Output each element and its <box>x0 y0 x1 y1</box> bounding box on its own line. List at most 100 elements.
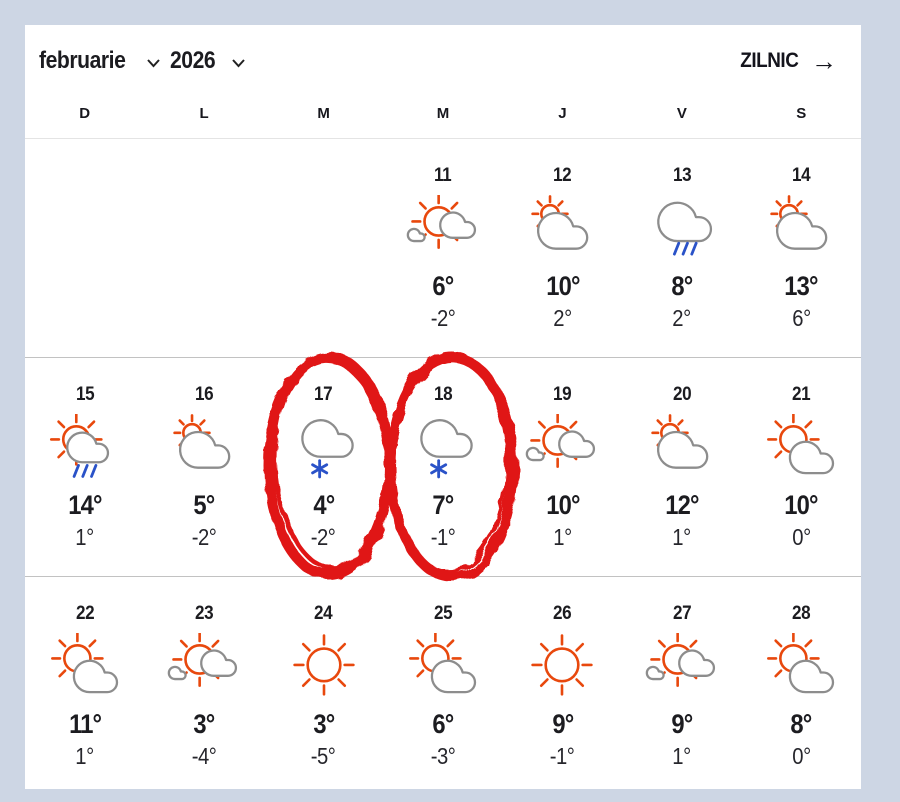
day-cell[interactable]: 25 6° -3° <box>383 577 502 795</box>
weather-calendar-panel: februarie 2026 ZILNIC → D L M M J V S 11 <box>25 25 861 789</box>
high-temp: 7° <box>432 490 455 520</box>
high-temp: 10° <box>545 271 580 301</box>
weather-icon <box>764 633 838 699</box>
high-temp: 10° <box>784 490 819 520</box>
high-temp: 10° <box>545 490 580 520</box>
day-number: 21 <box>792 384 811 405</box>
low-temp: 1° <box>75 743 94 769</box>
low-temp: -1° <box>430 524 456 550</box>
day-cell-circled[interactable]: 17 4° -2° <box>264 358 383 576</box>
weather-icon <box>167 414 241 480</box>
weather-icon <box>645 633 719 699</box>
day-cell[interactable]: 28 8° 0° <box>742 577 861 795</box>
high-temp: 14° <box>68 490 102 520</box>
day-cell[interactable]: 19 10° 1° <box>503 358 622 576</box>
low-temp: -4° <box>191 743 217 769</box>
weather-icon <box>48 633 122 699</box>
weekday-header-row: D L M M J V S <box>25 105 861 139</box>
high-temp: 5° <box>193 490 216 520</box>
day-number: 12 <box>553 165 572 186</box>
low-temp: -3° <box>430 743 456 769</box>
day-number: 28 <box>792 603 811 624</box>
day-cell[interactable]: 12 10° 2° <box>503 139 622 357</box>
day-cell[interactable]: 27 9° 1° <box>622 577 741 795</box>
weather-icon <box>525 633 599 699</box>
high-temp: 6° <box>432 709 455 739</box>
day-number: 20 <box>672 384 692 405</box>
low-temp: 0° <box>792 743 811 769</box>
low-temp: 1° <box>672 524 692 550</box>
day-number: 16 <box>195 384 214 405</box>
day-number: 26 <box>553 603 572 624</box>
weekday-label-wednesday: M <box>436 105 450 122</box>
day-number: 11 <box>434 165 452 186</box>
week-row: 15 14° 1° 16 5° -2° 17 4° -2° 18 7° -1° … <box>25 357 861 576</box>
weekday-label-saturday: S <box>796 105 807 122</box>
month-dropdown[interactable]: februarie <box>39 47 126 74</box>
low-temp: -2° <box>311 524 336 550</box>
day-cell-empty <box>25 139 144 357</box>
day-cell[interactable]: 11 6° -2° <box>383 139 502 357</box>
day-cell[interactable]: 23 3° -4° <box>144 577 263 795</box>
high-temp: 8° <box>790 709 813 739</box>
low-temp: -5° <box>311 743 336 769</box>
chevron-down-icon[interactable] <box>146 58 161 68</box>
daily-forecast-link[interactable]: ZILNIC → <box>737 48 837 74</box>
day-cell[interactable]: 14 13° 6° <box>742 139 861 357</box>
day-cell[interactable]: 21 10° 0° <box>742 358 861 576</box>
week-row: 22 11° 1° 23 3° -4° 24 3° -5° 25 6° -3° … <box>25 576 861 795</box>
weather-icon <box>764 195 838 261</box>
high-temp: 11° <box>68 709 102 739</box>
day-number: 15 <box>75 384 95 405</box>
day-number: 23 <box>195 603 214 624</box>
day-number: 22 <box>75 603 95 624</box>
chevron-down-icon[interactable] <box>231 58 246 68</box>
weather-icon <box>167 633 241 699</box>
day-cell[interactable]: 13 8° 2° <box>622 139 741 357</box>
day-cell[interactable]: 22 11° 1° <box>25 577 144 795</box>
low-temp: 2° <box>553 305 572 331</box>
day-number: 24 <box>314 603 333 624</box>
day-cell[interactable]: 24 3° -5° <box>264 577 383 795</box>
low-temp: 1° <box>672 743 692 769</box>
weather-icon <box>406 414 480 480</box>
high-temp: 4° <box>313 490 335 520</box>
day-cell[interactable]: 26 9° -1° <box>503 577 622 795</box>
low-temp: 1° <box>553 524 572 550</box>
day-number: 27 <box>672 603 692 624</box>
weather-icon <box>406 195 480 261</box>
low-temp: 2° <box>672 305 692 331</box>
calendar-header: februarie 2026 ZILNIC → <box>25 25 861 81</box>
weekday-label-thursday: J <box>558 105 567 122</box>
low-temp: -1° <box>550 743 575 769</box>
day-cell[interactable]: 20 12° 1° <box>622 358 741 576</box>
weather-icon <box>645 195 719 261</box>
year-dropdown[interactable]: 2026 <box>170 47 216 74</box>
day-cell[interactable]: 16 5° -2° <box>144 358 263 576</box>
arrow-right-icon: → <box>811 46 837 76</box>
day-cell[interactable]: 15 14° 1° <box>25 358 144 576</box>
weekday-label-friday: V <box>676 105 687 122</box>
day-number: 19 <box>553 384 572 405</box>
weather-icon <box>287 414 361 480</box>
weekday-label-tuesday: M <box>317 105 330 122</box>
weather-icon <box>525 414 599 480</box>
low-temp: -2° <box>430 305 456 331</box>
day-cell-empty <box>144 139 263 357</box>
low-temp: 6° <box>792 305 811 331</box>
high-temp: 9° <box>671 709 693 739</box>
high-temp: 8° <box>671 271 693 301</box>
high-temp: 3° <box>193 709 216 739</box>
weekday-label-monday: L <box>199 105 209 122</box>
low-temp: 1° <box>75 524 94 550</box>
day-number: 14 <box>792 165 811 186</box>
weather-icon <box>764 414 838 480</box>
day-cell-empty <box>264 139 383 357</box>
day-number: 17 <box>314 384 333 405</box>
low-temp: 0° <box>792 524 811 550</box>
weather-icon <box>645 414 719 480</box>
weather-icon <box>48 414 122 480</box>
day-cell-circled[interactable]: 18 7° -1° <box>383 358 502 576</box>
month-year-selectors: februarie 2026 <box>39 47 246 75</box>
day-number: 25 <box>433 603 453 624</box>
